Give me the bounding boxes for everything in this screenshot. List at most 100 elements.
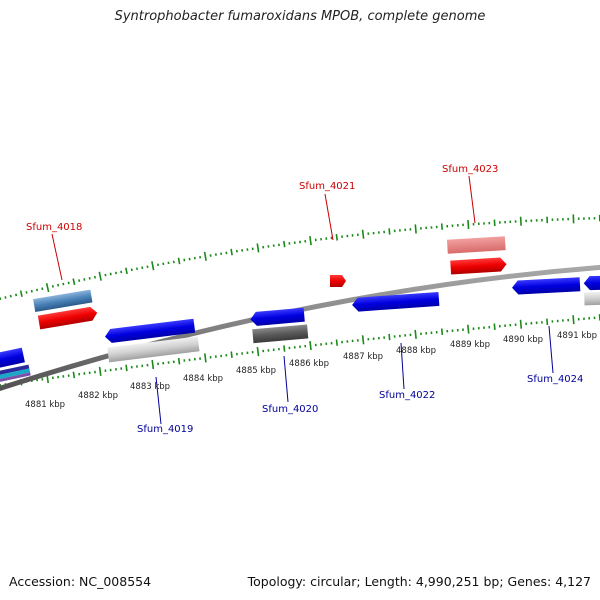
- kbp-label-4884: 4884 kbp: [183, 374, 223, 384]
- gene-feature-multicolor[interactable]: [0, 364, 30, 377]
- kbp-label-4887: 4887 kbp: [343, 352, 383, 362]
- gene-feature-steelblue[interactable]: [33, 289, 93, 312]
- upper-track-tick: [78, 279, 81, 282]
- upper-track-tick: [25, 291, 28, 294]
- upper-track-tick: [177, 257, 181, 265]
- lower-track-tick: [98, 366, 102, 377]
- lower-track-tick: [519, 319, 523, 329]
- lower-track-tick: [204, 353, 207, 363]
- kbp-label-4882: 4882 kbp: [78, 391, 118, 401]
- lower-track-tick: [388, 333, 391, 341]
- lower-track-tick: [335, 339, 338, 346]
- lower-track-tick: [572, 315, 575, 325]
- lower-track-tick: [493, 323, 496, 330]
- gene-arrow-sfum-4019[interactable]: [104, 318, 196, 344]
- lower-track-tick: [309, 341, 312, 351]
- kbp-label-4883: 4883 kbp: [130, 382, 170, 392]
- kbp-label-4886: 4886 kbp: [289, 359, 329, 369]
- kbp-label-4885: 4885 kbp: [236, 366, 276, 376]
- gene-feature-pink[interactable]: [446, 236, 506, 254]
- leader-sfum-4023: [468, 175, 476, 224]
- gene-feature-multicolor-teal: [0, 368, 31, 381]
- lower-track-tick: [151, 359, 155, 370]
- upper-track-tick: [9, 294, 12, 298]
- upper-track-tick: [151, 261, 155, 271]
- leader-sfum-4021: [324, 193, 334, 241]
- gene-label-sfum-4020[interactable]: Sfum_4020: [262, 404, 318, 415]
- lower-track-tick: [125, 364, 128, 372]
- upper-track-tick: [388, 228, 391, 235]
- lower-track-tick: [361, 335, 365, 345]
- lower-track-tick: [256, 347, 260, 357]
- upper-track-tick: [36, 288, 39, 292]
- gene-label-sfum-4019[interactable]: Sfum_4019: [137, 424, 193, 435]
- upper-track-tick: [141, 266, 144, 270]
- gene-arrow-sfum-4020[interactable]: [250, 307, 305, 327]
- gene-label-sfum-4023[interactable]: Sfum_4023: [442, 164, 498, 175]
- gene-arrow-sfum-4023[interactable]: [450, 257, 507, 275]
- upper-track-tick: [57, 283, 60, 287]
- upper-track-tick: [4, 296, 7, 299]
- gene-arrow-sfum-4024[interactable]: [512, 277, 581, 295]
- upper-tick-track: [0, 214, 600, 301]
- kbp-label-4889: 4889 kbp: [450, 340, 490, 350]
- lower-track-tick: [177, 357, 181, 365]
- lower-track-tick: [72, 371, 76, 379]
- upper-track-tick: [256, 243, 260, 253]
- gene-arrow-sfum-4022[interactable]: [352, 291, 440, 312]
- leader-sfum-4020: [283, 355, 289, 403]
- upper-track-tick: [414, 224, 417, 234]
- gene-label-sfum-4022[interactable]: Sfum_4022: [379, 390, 435, 401]
- gene-label-sfum-4021[interactable]: Sfum_4021: [299, 181, 355, 192]
- upper-track-tick: [19, 290, 23, 297]
- kbp-label-4891: 4891 kbp: [557, 331, 597, 341]
- upper-track-tick: [125, 267, 128, 275]
- upper-track-tick: [467, 220, 470, 230]
- upper-track-tick: [203, 251, 207, 261]
- upper-track-tick: [51, 285, 54, 288]
- gene-arrow-sfum-4018[interactable]: [37, 306, 99, 330]
- lower-track-tick: [467, 324, 470, 334]
- upper-track-tick: [361, 229, 365, 239]
- upper-track-tick: [230, 248, 233, 256]
- genome-summary-text: Topology: circular; Length: 4,990,251 bp…: [247, 574, 591, 589]
- leader-sfum-4019: [155, 376, 162, 425]
- upper-track-tick: [98, 271, 102, 281]
- gene-feature-multicolor-purple: [0, 372, 31, 384]
- upper-track-tick: [88, 277, 91, 280]
- gene-feature-right-gray[interactable]: [584, 291, 600, 306]
- gene-arrow-right-partial[interactable]: [583, 275, 600, 291]
- upper-track-tick: [45, 283, 50, 293]
- kbp-label-4888: 4888 kbp: [396, 346, 436, 356]
- gene-label-sfum-4018[interactable]: Sfum_4018: [26, 222, 82, 233]
- map-title: Syntrophobacter fumaroxidans MPOB, compl…: [114, 9, 486, 24]
- gene-feature-lightgray[interactable]: [107, 336, 200, 363]
- lower-track-tick: [440, 328, 444, 335]
- upper-track-tick: [104, 273, 107, 277]
- leader-sfum-4018: [51, 233, 63, 281]
- upper-track-tick: [440, 223, 443, 230]
- lower-track-tick: [230, 351, 233, 358]
- gene-feature-darkgray[interactable]: [252, 324, 309, 344]
- upper-track-tick: [67, 281, 70, 285]
- leader-sfum-4022: [400, 342, 405, 390]
- upper-track-tick: [83, 278, 86, 281]
- upper-track-tick: [519, 216, 522, 226]
- lower-track-tick: [414, 329, 417, 339]
- leader-sfum-4024: [548, 325, 554, 374]
- upper-track-tick: [41, 287, 44, 291]
- lower-track-tick: [546, 318, 549, 326]
- gene-arrow-sfum-4021[interactable]: [330, 275, 346, 287]
- upper-track-tick: [335, 234, 338, 241]
- kbp-label-4890: 4890 kbp: [503, 335, 543, 345]
- upper-track-tick: [309, 235, 312, 246]
- lower-track-tick: [283, 345, 286, 352]
- upper-track-tick: [0, 297, 2, 301]
- accession-text: Accession: NC_008554: [9, 574, 152, 589]
- upper-track-tick: [72, 278, 76, 286]
- gene-arrow-left-partial[interactable]: [0, 347, 25, 370]
- upper-track-tick: [114, 271, 117, 275]
- kbp-label-4881: 4881 kbp: [25, 400, 65, 410]
- gene-label-sfum-4024[interactable]: Sfum_4024: [527, 374, 583, 385]
- upper-track-tick: [30, 289, 33, 293]
